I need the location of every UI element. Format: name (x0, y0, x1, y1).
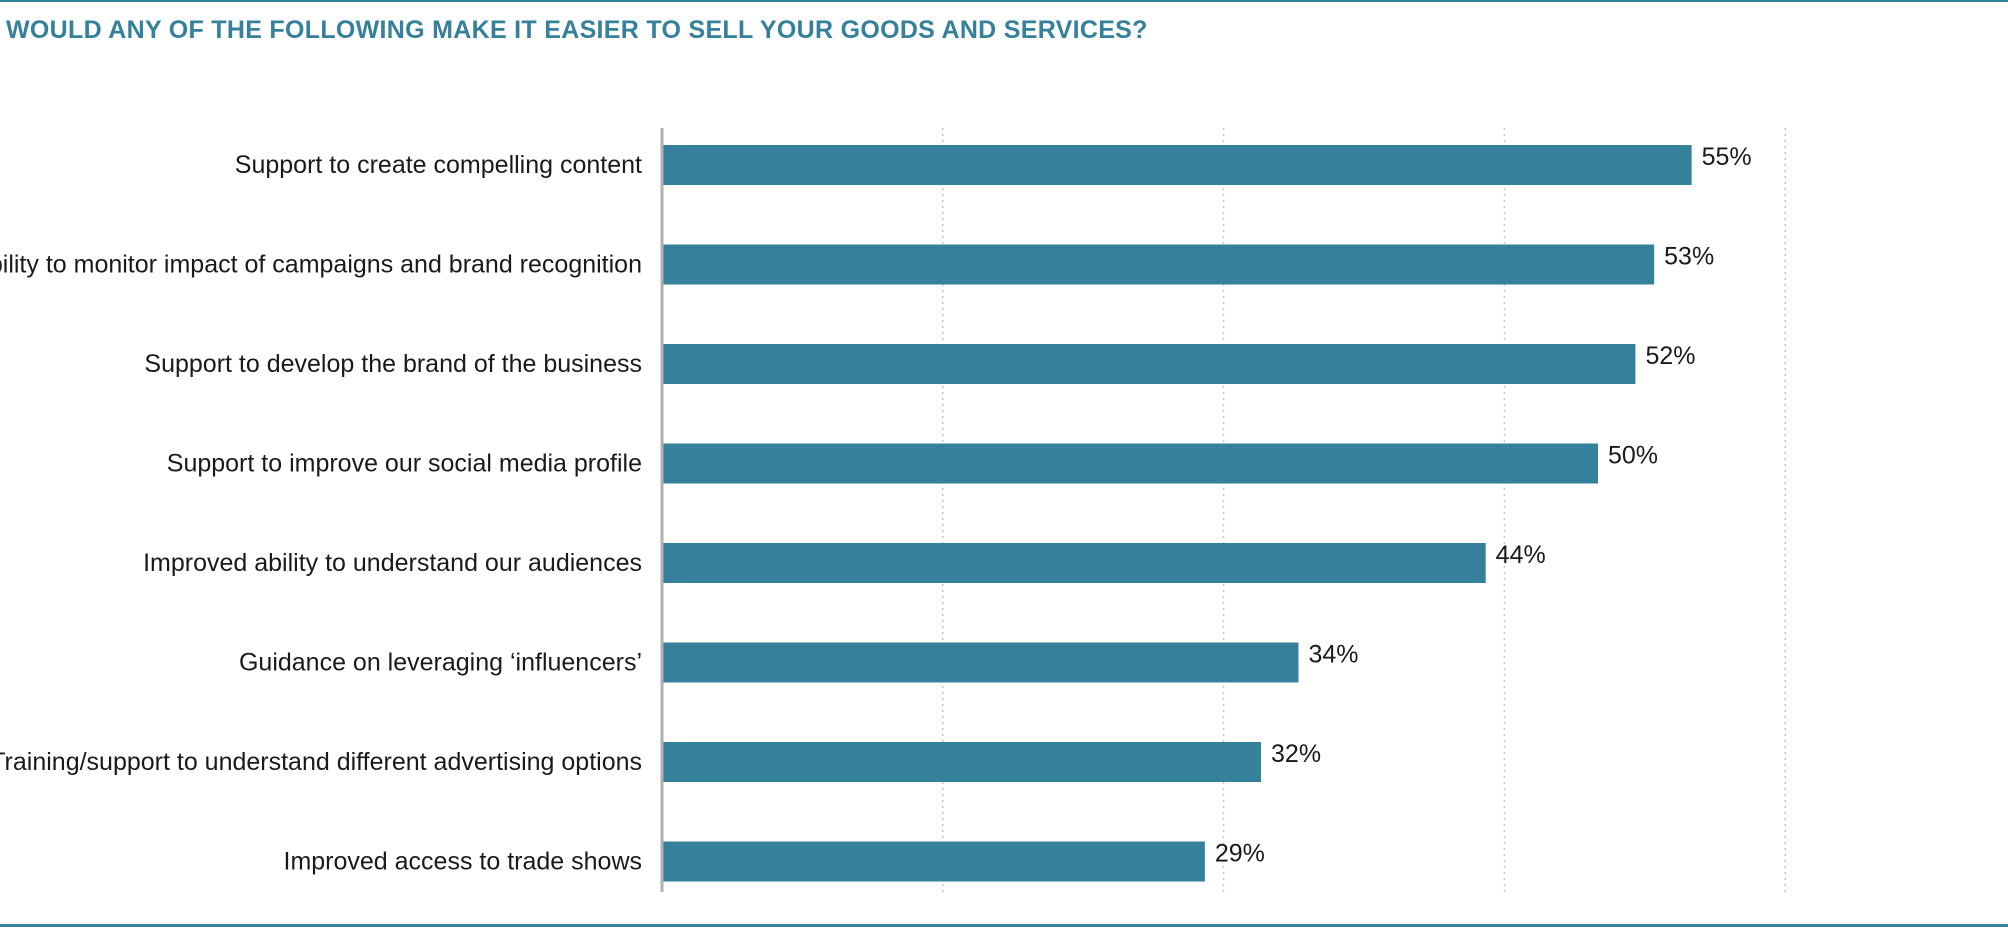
top-rule (0, 0, 2008, 2)
chart-title: WOULD ANY OF THE FOLLOWING MAKE IT EASIE… (6, 16, 1148, 44)
category-label-7: Improved access to trade shows (284, 848, 643, 876)
bar-4 (662, 543, 1486, 583)
value-label-1: 53% (1664, 243, 1714, 271)
bottom-rule (0, 924, 2008, 927)
category-label-5: Guidance on leveraging ‘influencers’ (239, 649, 642, 677)
category-label-1: Ability to monitor impact of campaigns a… (0, 251, 642, 279)
bar-0 (662, 145, 1692, 185)
category-label-0: Support to create compelling content (235, 151, 642, 179)
bar-6 (662, 742, 1262, 782)
bar-7 (662, 841, 1205, 882)
value-label-7: 29% (1215, 840, 1265, 868)
value-label-3: 50% (1608, 442, 1658, 470)
category-label-4: Improved ability to understand our audie… (143, 549, 642, 577)
bar-2 (662, 344, 1636, 384)
category-label-2: Support to develop the brand of the busi… (144, 350, 642, 378)
category-label-3: Support to improve our social media prof… (167, 450, 642, 478)
category-label-6: Training/support to understand different… (0, 748, 642, 776)
value-label-6: 32% (1271, 740, 1321, 768)
value-label-5: 34% (1308, 641, 1358, 669)
value-label-0: 55% (1702, 143, 1752, 171)
value-label-4: 44% (1496, 541, 1546, 569)
value-label-2: 52% (1645, 342, 1695, 370)
bar-5 (662, 642, 1299, 683)
bar-1 (662, 244, 1655, 285)
bar-3 (662, 443, 1598, 484)
